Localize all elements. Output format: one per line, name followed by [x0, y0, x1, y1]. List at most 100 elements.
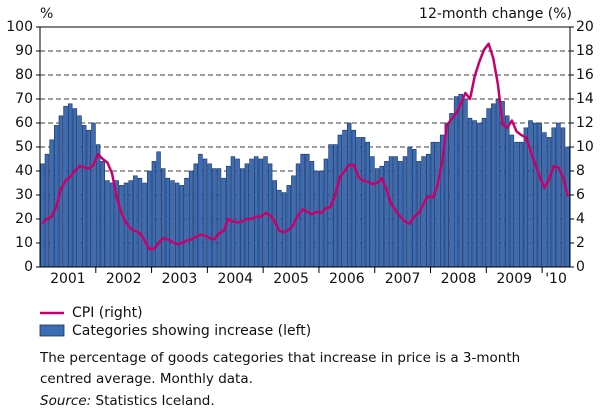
bar	[453, 96, 459, 268]
bar	[425, 153, 431, 268]
y-tick-label: 100	[6, 19, 33, 35]
y-tick-label: 70	[15, 91, 33, 107]
bar	[472, 120, 477, 268]
bar	[86, 129, 92, 268]
x-tick-label: 2008	[441, 271, 477, 287]
y2-tick-label: 2	[576, 235, 585, 251]
bar	[179, 185, 185, 268]
bar	[332, 144, 338, 268]
bar	[221, 177, 226, 268]
bar	[230, 156, 236, 268]
bar	[356, 137, 361, 268]
y2-tick-label: 12	[576, 115, 594, 131]
bar	[170, 180, 175, 268]
bar	[207, 163, 212, 268]
y-tick-label: 20	[15, 211, 33, 227]
x-tick-label: 2004	[217, 271, 253, 287]
bar	[281, 192, 287, 268]
bar	[216, 168, 222, 268]
legend-label: CPI (right)	[72, 305, 143, 321]
x-tick-label: 2002	[106, 271, 142, 287]
bar	[165, 177, 171, 268]
bar	[54, 125, 59, 268]
bar	[342, 129, 347, 268]
x-tick-label: 2003	[162, 271, 198, 287]
bar	[109, 182, 115, 268]
bar	[537, 122, 543, 268]
bar	[337, 134, 343, 268]
y2-unit-label: 12-month change (%)	[419, 6, 572, 22]
bar	[198, 153, 203, 268]
y2-tick-label: 6	[576, 187, 585, 203]
source-text: Statistics Iceland.	[96, 393, 215, 409]
source-label: Source:	[40, 393, 91, 409]
bar	[542, 132, 547, 268]
bar	[193, 163, 198, 268]
bar	[435, 141, 440, 268]
source: Source: Statistics Iceland.	[40, 393, 215, 409]
bar	[49, 139, 54, 268]
bar	[253, 156, 259, 268]
legend-label: Categories showing increase (left)	[72, 323, 311, 339]
bar	[156, 151, 161, 268]
bar	[286, 185, 291, 268]
x-tick-label: 2009	[496, 271, 532, 287]
bar	[412, 149, 417, 268]
y2-tick-label: 18	[576, 43, 594, 59]
bar	[319, 170, 324, 268]
bar	[351, 129, 357, 268]
bar	[212, 168, 217, 268]
x-tick-label: '10	[545, 271, 567, 287]
bar	[505, 115, 510, 268]
y-unit-label: %	[40, 6, 53, 22]
x-tick-label: 2005	[273, 271, 309, 287]
bar	[467, 117, 473, 268]
y2-tick-label: 8	[576, 163, 585, 179]
bar	[509, 134, 515, 268]
bar	[81, 125, 87, 268]
bar	[142, 182, 147, 268]
bar	[402, 156, 408, 268]
y-tick-label: 40	[15, 163, 33, 179]
bar	[491, 103, 496, 268]
bar	[235, 158, 240, 268]
y-tick-label: 30	[15, 187, 33, 203]
y2-tick-label: 0	[576, 259, 585, 275]
bar	[463, 98, 468, 268]
y-tick-label: 0	[24, 259, 33, 275]
note: centred average. Monthly data.	[40, 371, 253, 387]
bar	[370, 156, 375, 268]
plot-frame	[39, 26, 571, 268]
y2-tick-label: 10	[576, 139, 594, 155]
bar	[133, 175, 138, 268]
bar	[556, 122, 561, 268]
legend-swatch	[39, 324, 65, 337]
bar	[346, 122, 352, 268]
bar	[407, 146, 412, 268]
y2-tick-label: 4	[576, 211, 585, 227]
bar	[388, 156, 394, 268]
bar	[249, 158, 254, 268]
bar	[551, 127, 556, 268]
bar	[174, 182, 180, 268]
bar	[495, 98, 501, 268]
y-tick-label: 50	[15, 139, 33, 155]
bar	[365, 141, 370, 268]
bar	[458, 93, 463, 268]
bar	[314, 170, 319, 268]
bar	[486, 108, 491, 268]
x-tick-label: 2007	[385, 271, 421, 287]
bar	[560, 127, 566, 268]
x-tick-label: 2006	[329, 271, 365, 287]
bar	[421, 156, 426, 268]
y-tick-label: 80	[15, 67, 33, 83]
bar	[565, 146, 570, 268]
bar	[184, 177, 189, 268]
bar	[523, 127, 529, 268]
bar	[147, 170, 152, 268]
bar	[528, 120, 533, 268]
bar	[44, 153, 50, 268]
note: The percentage of goods categories that …	[39, 350, 520, 366]
bar	[360, 137, 366, 268]
